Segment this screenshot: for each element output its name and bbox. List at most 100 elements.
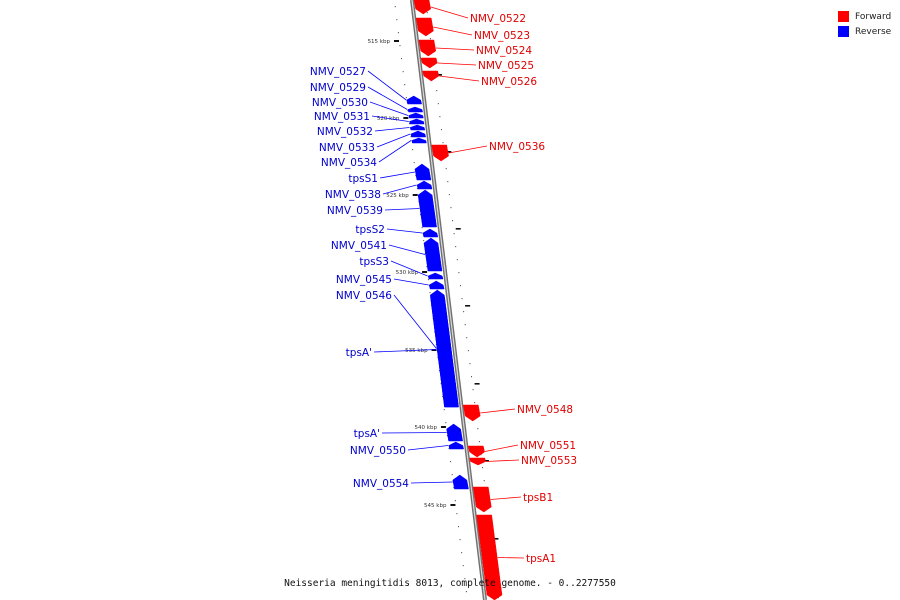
tick-mark	[483, 460, 489, 462]
coord-dot	[451, 474, 453, 476]
tick-label: 520 kbp	[377, 116, 400, 122]
gene-label: NMV_0536	[489, 141, 545, 153]
coord-dot	[478, 441, 480, 443]
gene-arrow-tpss2	[422, 228, 439, 238]
gene-arrow-tpsa	[430, 291, 459, 408]
coord-dot	[467, 350, 469, 352]
tick-label: 535 kbp	[405, 348, 428, 354]
gene-arrow-nmv0525	[420, 57, 438, 69]
legend-label-forward: Forward	[855, 11, 892, 22]
tick-mark	[422, 271, 428, 273]
coord-dot	[402, 71, 404, 73]
gene-arrow-nmv0524	[418, 39, 437, 57]
coord-dot	[426, 12, 428, 14]
coord-dot	[454, 500, 456, 502]
tick-mark	[436, 74, 442, 76]
coord-dot	[452, 220, 454, 222]
label-leader	[379, 171, 415, 179]
gene-arrow-nmv0523	[415, 17, 434, 37]
scale-ticks: 515 kbp 520 kbp 525 kbp 530 kbp 535 kbp 540 k…	[368, 39, 499, 540]
coord-dot	[462, 565, 464, 567]
label-leader	[435, 47, 475, 51]
gene-label: tpsS1	[348, 173, 378, 185]
label-leader	[439, 75, 480, 82]
coord-dot	[464, 324, 466, 326]
legend-label-reverse: Reverse	[855, 26, 892, 37]
gene-label: NMV_0533	[319, 142, 375, 154]
gene-label: NMV_0551	[520, 440, 576, 452]
gene-label: NMV_0541	[331, 240, 387, 252]
coord-dot	[404, 84, 406, 86]
coord-dot	[456, 259, 458, 261]
coord-dot	[458, 272, 460, 274]
coord-dot	[465, 591, 467, 593]
label-leader	[376, 133, 411, 148]
coord-dot	[461, 552, 463, 554]
tick-mark	[393, 40, 399, 42]
coord-dot	[477, 428, 479, 430]
coord-dot	[415, 175, 417, 177]
gene-label: tpsS3	[359, 256, 389, 268]
gene-label: tpsS2	[355, 224, 385, 236]
gene-arrow-nmv0534	[411, 137, 427, 144]
coord-dot	[436, 90, 438, 92]
gene-label: NMV_0527	[310, 66, 366, 78]
gene-label: NMV_0523	[474, 30, 530, 42]
gene-arrow-nmv0530	[408, 112, 424, 119]
label-leader	[433, 26, 473, 36]
label-leader	[407, 445, 449, 451]
coord-dot	[394, 6, 396, 8]
label-leader	[381, 432, 447, 434]
label-leader	[393, 294, 437, 349]
gene-arrow-nmv0532	[409, 124, 426, 131]
coord-dot	[440, 129, 442, 131]
legend-item-forward: Forward	[838, 9, 891, 24]
label-leader	[373, 349, 437, 353]
gene-label: NMV_0532	[317, 126, 373, 138]
genome-caption: Neisseria meningitidis 8013, complete ge…	[284, 578, 616, 589]
label-leader	[374, 127, 410, 132]
gene-arrow-nmv0526	[422, 70, 440, 82]
tick-label: 540 kbp	[415, 425, 438, 431]
tick-mark	[446, 151, 452, 153]
tick-mark	[412, 194, 418, 196]
coord-dot	[459, 539, 461, 541]
label-leader	[388, 244, 426, 255]
coord-dot	[457, 526, 459, 528]
gene-label: NMV_0526	[481, 76, 537, 88]
label-leader	[410, 481, 453, 484]
coord-dot	[405, 97, 407, 99]
label-leader	[393, 278, 429, 286]
label-leader	[378, 140, 412, 163]
gene-arrow-nmv0551	[467, 445, 485, 458]
coord-dot	[453, 487, 455, 489]
coord-dot	[469, 363, 471, 365]
gene-label: NMV_0530	[312, 97, 368, 109]
tick-mark	[403, 117, 409, 119]
coord-dot	[446, 435, 448, 437]
gene-labels: NMV_0522 NMV_0523 NMV_0524 NMV_0525 NMV_0526…	[310, 13, 577, 565]
coord-dot	[408, 123, 410, 125]
gene-label: NMV_0545	[336, 274, 392, 286]
gene-arrow-nmv0527	[406, 95, 422, 105]
coord-dot	[463, 311, 465, 313]
coord-dot	[396, 19, 398, 21]
legend: Forward Reverse	[838, 9, 891, 39]
gene-label: tpsA1	[526, 553, 556, 565]
gene-arrow-nmv0538	[416, 180, 433, 190]
gene-label: NMV_0548	[517, 404, 573, 416]
coord-dot	[420, 214, 422, 216]
gene-label: NMV_0522	[470, 13, 526, 25]
tick-mark	[450, 504, 456, 506]
coord-dot	[421, 227, 423, 229]
gene-arrow-nmv0536	[431, 144, 449, 162]
gene-features	[406, 0, 503, 600]
label-leader	[371, 115, 409, 122]
tick-label: 515 kbp	[368, 39, 391, 45]
coord-dot	[410, 136, 412, 138]
tick-label: 545 kbp	[424, 503, 447, 509]
coord-dot	[439, 116, 441, 118]
coord-dot	[471, 376, 473, 378]
label-leader	[497, 557, 525, 559]
